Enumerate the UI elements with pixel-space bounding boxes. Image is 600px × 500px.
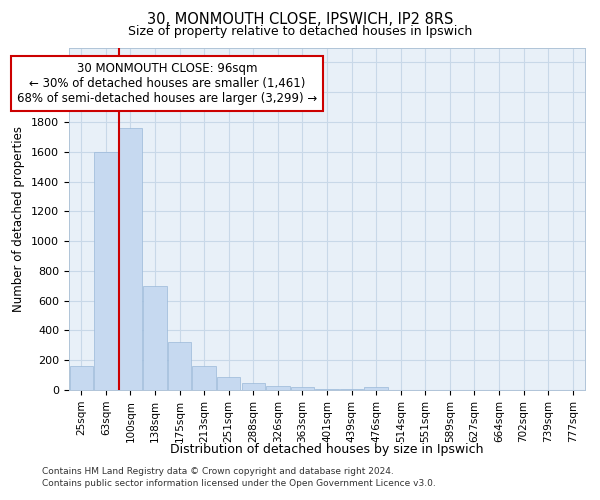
Text: Contains public sector information licensed under the Open Government Licence v3: Contains public sector information licen… <box>42 478 436 488</box>
Text: 30, MONMOUTH CLOSE, IPSWICH, IP2 8RS: 30, MONMOUTH CLOSE, IPSWICH, IP2 8RS <box>147 12 453 28</box>
Bar <box>364 388 388 390</box>
Text: Distribution of detached houses by size in Ipswich: Distribution of detached houses by size … <box>170 442 483 456</box>
Bar <box>168 342 191 390</box>
Bar <box>70 366 93 390</box>
Bar <box>242 383 265 390</box>
Bar <box>266 386 290 390</box>
Bar <box>119 128 142 390</box>
Bar <box>143 286 167 390</box>
Text: Size of property relative to detached houses in Ipswich: Size of property relative to detached ho… <box>128 25 472 38</box>
Text: Contains HM Land Registry data © Crown copyright and database right 2024.: Contains HM Land Registry data © Crown c… <box>42 468 394 476</box>
Bar <box>217 378 241 390</box>
Bar <box>94 152 118 390</box>
Text: 30 MONMOUTH CLOSE: 96sqm
← 30% of detached houses are smaller (1,461)
68% of sem: 30 MONMOUTH CLOSE: 96sqm ← 30% of detach… <box>17 62 317 106</box>
Bar <box>316 388 338 390</box>
Y-axis label: Number of detached properties: Number of detached properties <box>13 126 25 312</box>
Bar <box>193 366 216 390</box>
Bar <box>291 387 314 390</box>
